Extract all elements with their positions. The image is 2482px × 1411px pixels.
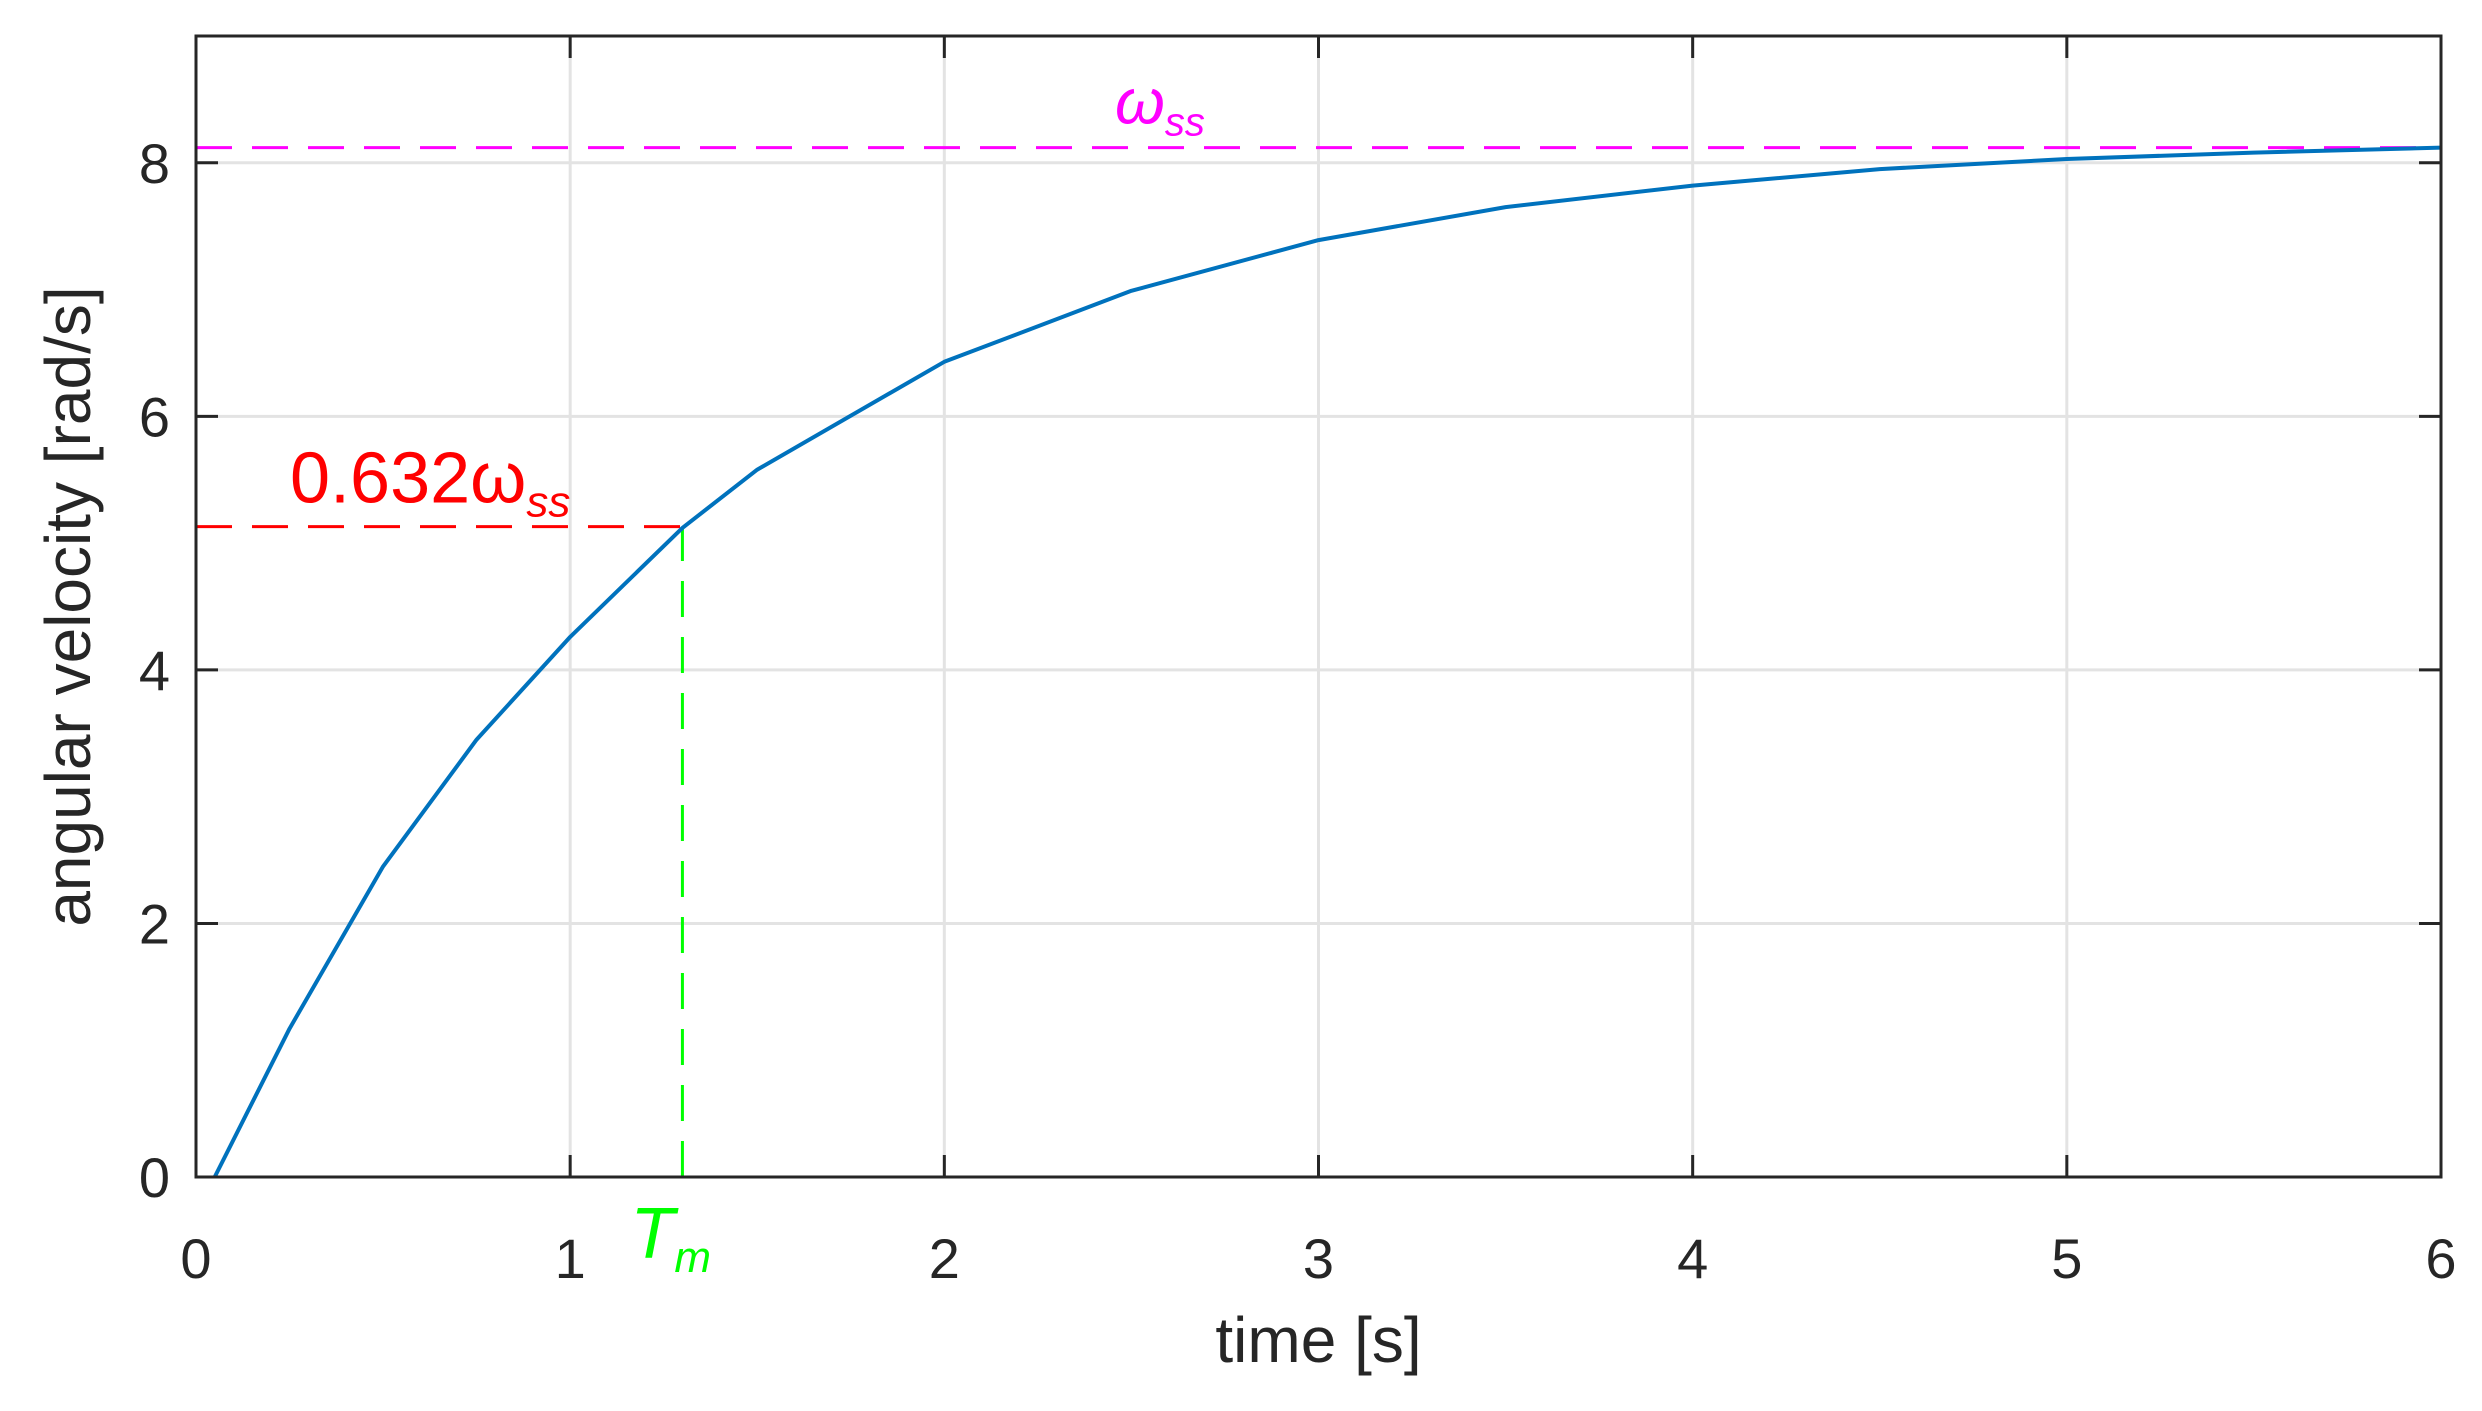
y-tick-labels: 0 2 4 6 8 — [139, 132, 170, 1209]
x-tick-label: 5 — [2051, 1227, 2082, 1290]
level-63-label: 0.632ωss — [290, 439, 570, 527]
series-line — [212, 145, 2442, 1178]
series-layer — [212, 145, 2442, 1178]
y-tick-label: 4 — [139, 639, 170, 702]
y-tick-label: 6 — [139, 385, 170, 448]
time-constant-subscript: m — [674, 1233, 711, 1282]
x-tick-label: 6 — [2425, 1227, 2456, 1290]
grid — [194, 36, 2443, 1179]
reference-lines — [196, 146, 2441, 1177]
x-axis-label: time [s] — [1215, 1304, 1421, 1376]
steady-state-symbol: ω — [1115, 66, 1165, 138]
level-63-subscript: ss — [526, 478, 570, 527]
y-tick-label: 2 — [139, 892, 170, 955]
y-axis-label: angular velocity [rad/s] — [32, 286, 104, 926]
x-tick-label: 4 — [1677, 1227, 1708, 1290]
y-tick-label: 0 — [139, 1146, 170, 1209]
time-constant-label: Tm — [630, 1194, 711, 1282]
x-tick-label: 0 — [180, 1227, 211, 1290]
axis-ticks — [194, 36, 2443, 1179]
steady-state-subscript: ss — [1165, 101, 1205, 145]
steady-state-label: ωss — [1115, 66, 1205, 145]
x-tick-label: 2 — [929, 1227, 960, 1290]
x-tick-label: 3 — [1303, 1227, 1334, 1290]
y-tick-label: 8 — [139, 132, 170, 195]
level-63-text: 0.632ω — [290, 439, 526, 519]
time-constant-symbol: T — [630, 1194, 679, 1274]
x-tick-label: 1 — [555, 1227, 586, 1290]
x-tick-labels: 0 1 2 3 4 5 6 — [180, 1227, 2456, 1290]
